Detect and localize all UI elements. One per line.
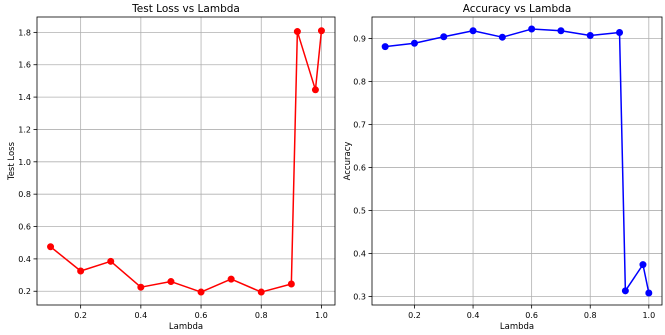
chart-2-data-point [639, 261, 647, 269]
chart-2-y-tick-label: 0.5 [353, 206, 366, 215]
chart-1-data-point [167, 278, 175, 286]
chart-1-title: Test Loss vs Lambda [131, 3, 240, 15]
chart-1: 0.2 0.4 0.6 0.8 1.0 0.2 0.4 0.6 0.8 1.0 1.2 1.4 1.6 1… [7, 3, 336, 332]
chart-2-data-point [498, 33, 506, 41]
chart-1-y-tick-label: 1.6 [18, 61, 31, 70]
chart-2-x-tick-label: 0.8 [584, 311, 597, 320]
chart-1-x-tick-label: 0.8 [255, 311, 268, 320]
chart-2-x-tick-label: 0.4 [467, 311, 480, 320]
chart-2-data-point [381, 43, 389, 51]
chart-1-y-tick-label: 0.2 [18, 287, 31, 296]
chart-1-data-point [311, 86, 319, 94]
chart-2-series-line [385, 28, 650, 294]
chart-2-y-tick-label: 0.7 [353, 120, 366, 129]
chart-1-data-point [47, 243, 55, 251]
chart-1-data-point [317, 27, 325, 35]
chart-2-x-tick-label: 1.0 [642, 311, 655, 320]
chart-1-data-point [77, 267, 85, 275]
chart-1-y-tick-label: 0.8 [18, 190, 31, 199]
chart-2-data-point [469, 27, 477, 35]
chart-2-x-tick-label: 0.2 [408, 311, 421, 320]
chart-1-x-tick-label: 0.6 [195, 311, 208, 320]
chart-1-x-tick-label: 1.0 [315, 311, 328, 320]
chart-1-y-tick-label: 1.2 [18, 125, 31, 134]
chart-1-data-point [137, 283, 145, 291]
chart-1-data-point [293, 28, 301, 36]
chart-2-data-point [410, 39, 418, 47]
chart-1-y-tick-label: 0.6 [18, 223, 31, 232]
chart-1-series-line [50, 30, 323, 293]
chart-2-data-point [440, 33, 448, 41]
chart-1-data-point [197, 288, 205, 296]
chart-2-y-tick-label: 0.8 [353, 77, 366, 86]
chart-2-plot-frame [371, 16, 663, 306]
chart-2-data-point [616, 28, 624, 36]
chart-1-data-point [107, 257, 115, 265]
chart-2-data-point [586, 31, 594, 39]
chart-2-x-axis-label: Lambda [500, 322, 534, 332]
chart-2-data-point [557, 27, 565, 35]
chart-1-y-tick-label: 0.4 [18, 255, 31, 264]
chart-2: 0.2 0.4 0.6 0.8 1.0 0.3 0.4 0.5 0.6 0.7 0.8 0.9 Accu… [343, 3, 663, 332]
chart-1-plot-frame [36, 16, 336, 306]
chart-1-data-point [227, 275, 235, 283]
chart-2-data-point [528, 25, 536, 33]
chart-1-x-tick-label: 0.4 [134, 311, 147, 320]
chart-2-y-axis-label: Accuracy [343, 142, 353, 181]
chart-1-y-tick-label: 1.8 [18, 28, 31, 37]
chart-2-y-tick-label: 0.9 [353, 34, 366, 43]
chart-2-x-tick-label: 0.6 [525, 311, 538, 320]
chart-1-y-tick-label: 1.4 [18, 93, 31, 102]
chart-2-y-tick-label: 0.3 [353, 292, 366, 301]
chart-2-data-point [621, 287, 629, 295]
chart-2-y-tick-label: 0.4 [353, 249, 366, 258]
chart-1-y-axis-label: Test Loss [7, 141, 17, 181]
chart-1-x-tick-label: 0.2 [74, 311, 87, 320]
chart-1-y-tick-label: 1.0 [18, 158, 31, 167]
chart-1-data-point [257, 288, 265, 296]
chart-2-data-point [645, 289, 653, 297]
chart-1-data-point [287, 280, 295, 288]
chart-2-y-tick-label: 0.6 [353, 163, 366, 172]
chart-2-title: Accuracy vs Lambda [463, 3, 572, 15]
chart-1-x-axis-label: Lambda [169, 322, 203, 332]
